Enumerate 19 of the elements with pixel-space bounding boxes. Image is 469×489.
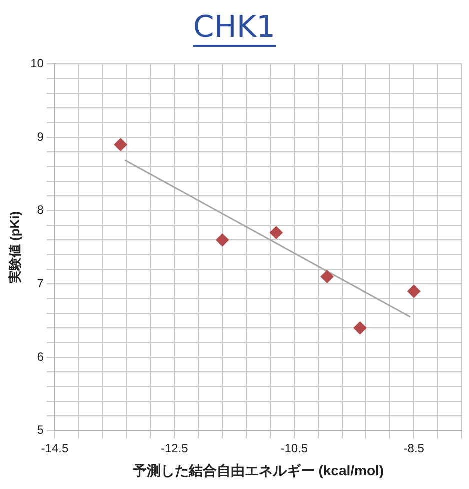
x-tick-label: -14.5 [41, 441, 69, 456]
chart-title: CHK1 [193, 10, 276, 47]
y-tick-label: 8 [37, 203, 44, 218]
y-tick-label: 7 [37, 276, 44, 290]
point [270, 226, 283, 240]
point [408, 284, 421, 298]
point [114, 138, 128, 152]
y-tick-label: 9 [37, 130, 44, 144]
x-axis-title: 予測した結合自由エネルギー (kcal/mol) [132, 462, 384, 478]
x-tick-label: -8.5 [404, 441, 425, 456]
x-tick-label: -10.5 [280, 441, 308, 456]
y-axis-title: 実験値 (pKi) [7, 211, 22, 285]
y-tick-label: 5 [37, 423, 44, 438]
point [320, 270, 334, 284]
point [216, 234, 230, 247]
x-tick-label: -12.5 [160, 441, 189, 456]
point [354, 322, 367, 335]
y-tick-label: 6 [37, 350, 44, 364]
y-tick-label: 10 [30, 56, 44, 71]
